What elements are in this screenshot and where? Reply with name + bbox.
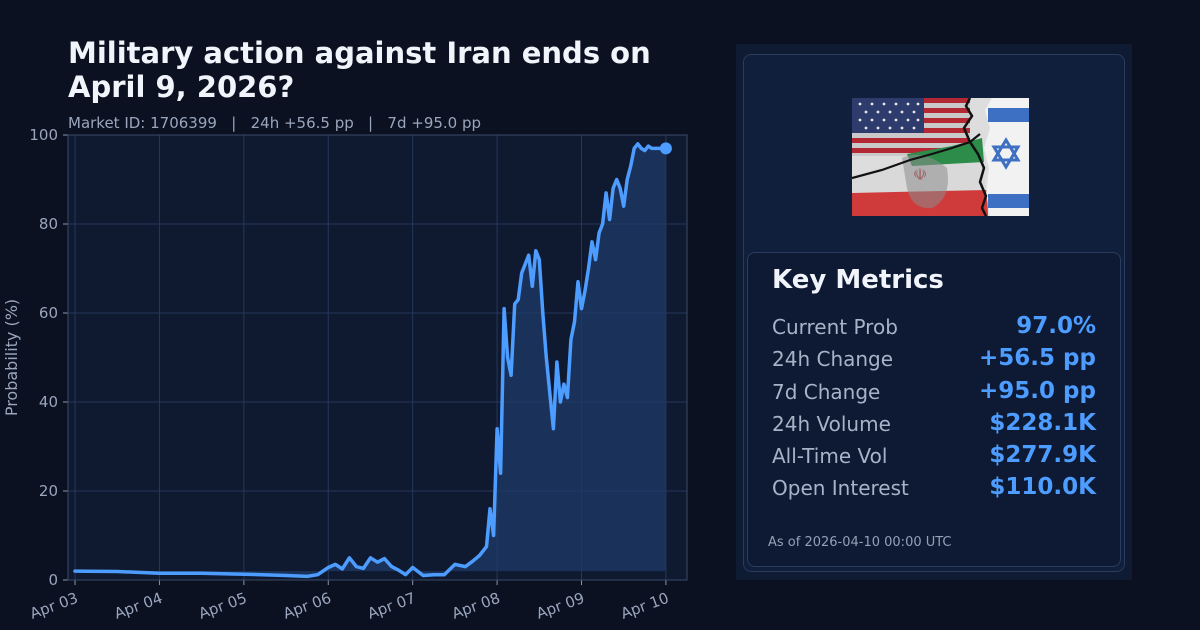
y-tick-label: 80 [39,215,58,233]
y-tick-label: 40 [39,393,58,411]
metric-value: $228.1K [989,410,1096,436]
metric-label: 24h Volume [772,412,891,436]
us-iran-israel-flags-icon: ☫ [852,98,1029,216]
metric-open-interest: Open Interest $110.0K [772,474,1096,504]
x-tick-label: Apr 04 [112,589,165,623]
metric-24h-change: 24h Change +56.5 pp [772,345,1096,375]
metric-7d-change: 7d Change +95.0 pp [772,378,1096,408]
probability-chart: 0 20 40 60 80 100 Apr 03 Apr 04 Apr 05 Apr 06 Apr … [2,126,688,623]
metric-label: Current Prob [772,315,898,339]
subtitle-24h-change: 24h +56.5 pp [250,114,354,132]
metric-value: +95.0 pp [979,378,1096,404]
x-tick-label: Apr 07 [365,589,418,623]
plot-frame [67,134,688,581]
metric-label: Open Interest [772,476,909,500]
key-metrics-card: Key Metrics Current Prob 97.0% 24h Chang… [747,252,1121,567]
metric-all-time-vol: All-Time Vol $277.9K [772,442,1096,472]
metric-current-prob: Current Prob 97.0% [772,313,1096,343]
metric-value: +56.5 pp [979,345,1096,371]
side-panel-card: ☫ Key Metrics Current Prob 97.0% 24h Cha [743,54,1125,572]
chart-title: Military action against Iran ends on Apr… [68,36,651,104]
side-panel: ☫ Key Metrics Current Prob 97.0% 24h Cha [736,44,1132,580]
y-tick-label: 60 [39,304,58,322]
x-tick-label: Apr 06 [281,589,334,623]
key-metrics-title: Key Metrics [772,265,944,295]
y-tick-label: 0 [48,571,58,589]
as-of-timestamp: As of 2026-04-10 00:00 UTC [768,535,952,550]
x-tick-label: Apr 10 [618,589,671,623]
chart-subtitle: Market ID: 1706399 | 24h +56.5 pp | 7d +… [68,114,482,132]
x-tick-label: Apr 09 [534,589,587,623]
metric-24h-volume: 24h Volume $228.1K [772,410,1096,440]
x-tick-label: Apr 05 [196,589,249,623]
x-tick-label: Apr 03 [27,589,80,623]
series-line [73,142,668,579]
series-area-fill [75,143,666,577]
y-tick-label: 100 [29,126,58,144]
subtitle-7d-change: 7d +95.0 pp [387,114,482,132]
metric-label: 7d Change [772,380,881,404]
metric-value: 97.0% [1016,313,1096,339]
end-point-marker [659,142,672,155]
market-id: Market ID: 1706399 [68,114,217,132]
metric-label: 24h Change [772,347,894,371]
metric-value: $277.9K [989,442,1096,468]
metric-label: All-Time Vol [772,444,888,468]
x-tick-label: Apr 08 [449,589,502,623]
y-tick-label: 20 [39,482,58,500]
y-axis-label: Probability (%) [2,299,21,416]
metric-value: $110.0K [989,474,1096,500]
